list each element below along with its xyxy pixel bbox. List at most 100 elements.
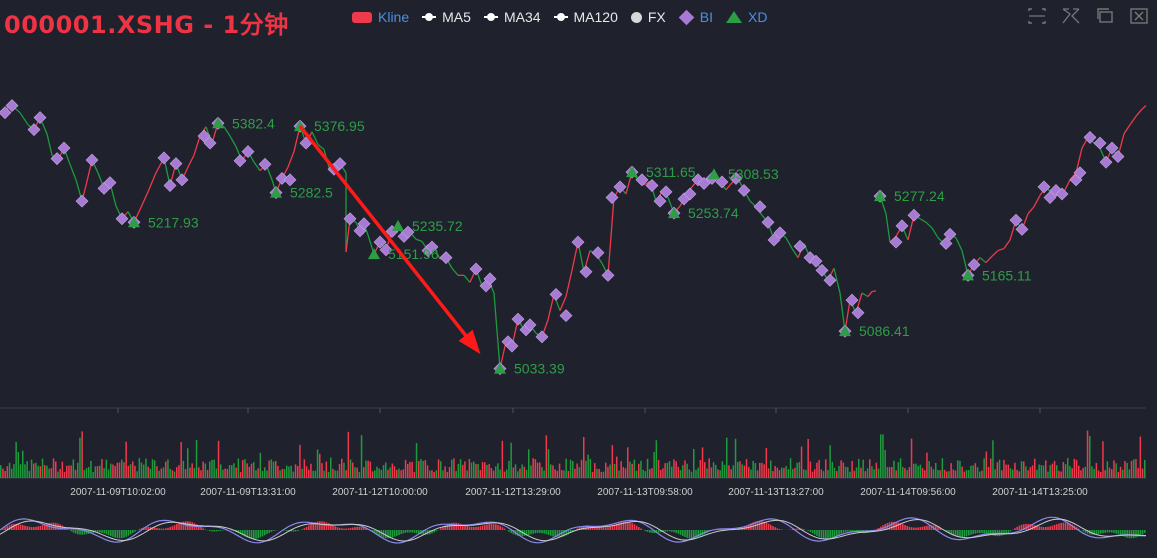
bi-point — [737, 184, 751, 197]
macd-bar — [433, 530, 435, 533]
volume-bar — [701, 447, 704, 478]
volume-bar — [919, 464, 922, 478]
volume-bar — [1005, 464, 1007, 478]
volume-bar — [668, 461, 671, 478]
rect-icon — [352, 11, 372, 23]
volume-bar — [875, 462, 878, 478]
volume-bar — [563, 470, 565, 478]
macd-bar — [836, 530, 838, 536]
macd-bar — [594, 526, 596, 530]
volume-bar — [666, 462, 669, 478]
volume-bar — [618, 470, 620, 478]
volume-bar — [222, 469, 224, 478]
macd-bar — [651, 530, 653, 534]
volume-bar — [429, 470, 431, 478]
bi-point — [379, 243, 393, 257]
kline-segment — [833, 268, 841, 294]
volume-bar — [567, 471, 570, 478]
volume-bar — [851, 460, 853, 478]
bi-point — [401, 225, 415, 239]
volume-bar — [404, 459, 407, 478]
volume-bar — [140, 462, 143, 478]
macd-bar — [1108, 530, 1111, 533]
volume-bar — [37, 465, 39, 478]
macd-bar — [1049, 526, 1051, 530]
macd-bar — [325, 522, 328, 530]
volume-bar — [556, 470, 559, 478]
macd-bar — [484, 525, 486, 530]
volume-bar — [506, 469, 508, 478]
volume-bar — [965, 469, 968, 478]
volume-bar — [398, 468, 400, 478]
macd-bar — [838, 530, 840, 535]
kline-segment — [785, 237, 793, 249]
volume-bar — [136, 471, 138, 478]
legend-item-ma120[interactable]: MA120 — [553, 9, 618, 25]
macd-bar — [349, 527, 352, 530]
macd-bar — [30, 527, 33, 530]
macd-bar — [508, 530, 510, 532]
legend-item-xd[interactable]: XD — [726, 9, 767, 25]
volume-bar — [393, 466, 396, 478]
volume-bar — [246, 463, 248, 478]
macd-bar — [1016, 526, 1018, 530]
legend-item-ma5[interactable]: MA5 — [422, 9, 471, 25]
zoom-icon[interactable] — [1027, 7, 1047, 25]
macd-bar — [987, 530, 990, 535]
legend-item-fx[interactable]: FX — [630, 9, 666, 25]
macd-bar — [673, 530, 675, 533]
volume-bar — [374, 470, 376, 478]
macd-bar — [182, 521, 185, 530]
volume-bar — [0, 465, 2, 478]
macd-bar — [451, 522, 453, 530]
volume-bar — [341, 458, 343, 478]
macd-bar — [1053, 524, 1056, 530]
volume-bar — [50, 468, 53, 478]
volume-bar — [1014, 462, 1016, 478]
macd-bar — [567, 530, 570, 535]
macd-bar — [902, 524, 904, 530]
volume-bar — [602, 471, 605, 478]
legend-label: FX — [647, 9, 666, 25]
macd-bar — [761, 521, 763, 530]
macd-bar — [915, 527, 917, 530]
volume-bar — [1089, 435, 1091, 478]
xd-point — [212, 117, 224, 129]
macd-bar — [937, 526, 939, 530]
zoom-reset-icon[interactable] — [1061, 7, 1081, 25]
volume-bar — [510, 442, 512, 478]
save-image-icon[interactable] — [1129, 7, 1149, 25]
macd-bar — [803, 529, 805, 530]
macd-bar — [165, 528, 167, 530]
macd-bar — [1023, 524, 1025, 530]
macd-bar — [237, 530, 240, 533]
volume-bar — [785, 465, 787, 478]
volume-bar — [1003, 459, 1005, 478]
macd-bar — [204, 529, 207, 530]
volume-bar — [33, 463, 35, 478]
volume-bar — [706, 468, 708, 478]
bi-point — [175, 173, 189, 187]
volume-bar — [778, 470, 781, 478]
legend-item-kline[interactable]: Kline — [352, 9, 409, 25]
volume-bar — [72, 459, 75, 478]
volume-bar — [620, 461, 622, 478]
macd-bar — [510, 530, 512, 534]
legend-item-ma34[interactable]: MA34 — [483, 9, 541, 25]
macd-bar — [840, 530, 842, 534]
kline-segment — [867, 291, 873, 297]
bi-point — [373, 235, 387, 249]
legend-item-bi[interactable]: BI — [678, 9, 713, 25]
macd-bar — [118, 530, 121, 539]
macd-bar — [173, 525, 176, 530]
macd-bar — [679, 530, 682, 535]
kline-segment — [565, 270, 573, 297]
kline-segment — [955, 237, 963, 251]
volume-bar — [1064, 464, 1067, 478]
volume-bar — [836, 471, 838, 478]
bi-point — [851, 306, 865, 320]
macd-bar — [1018, 525, 1021, 530]
restore-icon[interactable] — [1095, 7, 1115, 25]
volume-bar — [420, 459, 422, 478]
